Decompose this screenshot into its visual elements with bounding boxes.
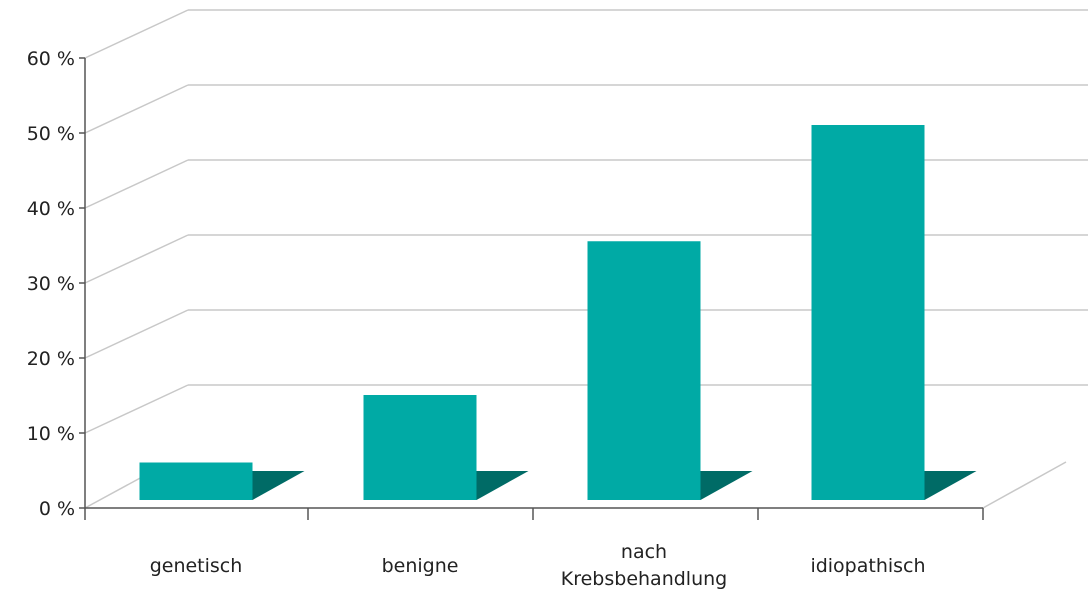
label-layer: 0 % 10 % 20 % 30 % 40 % 50 % 60 % genetisch beni…	[27, 48, 926, 589]
x-category-label: idiopathisch	[810, 555, 925, 577]
x-category-label: benigne	[382, 555, 459, 577]
gridline-side	[84, 384, 189, 434]
bar-layer	[139, 125, 977, 500]
gridline-side	[84, 159, 189, 209]
x-category-label: Krebsbehandlung	[561, 568, 727, 589]
y-tick-label: 10 %	[27, 423, 75, 445]
y-tick-label: 40 %	[27, 198, 75, 220]
y-tick-label: 20 %	[27, 348, 75, 370]
floor-edge-right	[982, 461, 1067, 509]
y-tick-label: 50 %	[27, 123, 75, 145]
y-tick-label: 0 %	[39, 498, 75, 520]
gridline-side	[84, 84, 189, 134]
x-category-label: genetisch	[150, 555, 243, 577]
x-category-label: nach	[621, 541, 667, 563]
grid-layer	[84, 9, 1088, 509]
gridline-side	[84, 309, 189, 359]
bar	[811, 125, 925, 500]
y-tick-label: 60 %	[27, 48, 75, 70]
bar	[587, 241, 701, 500]
bar	[363, 395, 477, 500]
axis-layer	[79, 57, 984, 520]
gridline-side	[84, 234, 189, 284]
bar	[139, 462, 253, 500]
y-tick-label: 30 %	[27, 273, 75, 295]
gridline-side	[84, 9, 189, 59]
